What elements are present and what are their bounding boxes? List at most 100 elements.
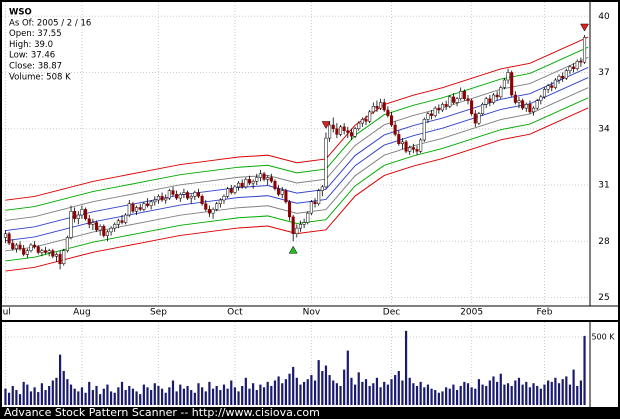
candle-body bbox=[528, 104, 532, 113]
candle-body bbox=[262, 173, 266, 180]
info-line: Close: 38.87 bbox=[9, 62, 62, 72]
volume-bar bbox=[190, 390, 193, 405]
info-line: As Of: 2005 / 2 / 16 bbox=[9, 18, 91, 28]
volume-bar bbox=[51, 380, 54, 405]
candle-body bbox=[124, 214, 128, 223]
candle-body bbox=[342, 126, 346, 131]
candle-body bbox=[542, 89, 547, 98]
volume-bar bbox=[270, 385, 273, 405]
volume-bar bbox=[22, 381, 25, 405]
volume-bar bbox=[583, 335, 586, 405]
volume-bar bbox=[306, 379, 309, 405]
candle-body bbox=[91, 222, 95, 225]
volume-bar bbox=[477, 379, 481, 405]
candle-body bbox=[564, 70, 568, 79]
volume-bar bbox=[514, 380, 517, 405]
candle-body bbox=[186, 192, 190, 199]
candle-body bbox=[379, 102, 383, 109]
candle-body bbox=[386, 109, 390, 116]
candle-body bbox=[353, 128, 357, 137]
volume-bar bbox=[150, 390, 153, 405]
volume-bar bbox=[58, 354, 62, 405]
volume-bar bbox=[353, 384, 357, 405]
volume-bar bbox=[510, 385, 513, 405]
volume-bar bbox=[521, 384, 524, 405]
candle-body bbox=[84, 209, 88, 219]
candle-body bbox=[200, 196, 204, 204]
volume-bar bbox=[69, 384, 73, 405]
candle-body bbox=[338, 126, 343, 135]
x-tick-label: Feb bbox=[537, 308, 553, 318]
volume-bar bbox=[226, 388, 229, 405]
candle-body bbox=[167, 190, 171, 199]
candle-body bbox=[222, 196, 226, 201]
candle-body bbox=[328, 124, 332, 139]
volume-bar bbox=[142, 384, 145, 405]
candle-body bbox=[284, 190, 288, 203]
volume-bar bbox=[168, 387, 171, 405]
candle-body bbox=[25, 250, 29, 255]
candle-body bbox=[215, 203, 219, 210]
volume-bar bbox=[95, 385, 98, 405]
volume-bar bbox=[73, 388, 76, 405]
y-tick-label: 40 bbox=[598, 12, 610, 22]
candle-body bbox=[553, 79, 557, 88]
candle-body bbox=[488, 98, 492, 103]
volume-bar bbox=[532, 383, 535, 405]
candle-body bbox=[473, 113, 477, 124]
volume-bar bbox=[368, 385, 371, 405]
candle-body bbox=[466, 98, 470, 101]
info-line: Volume: 508 K bbox=[9, 72, 71, 82]
candle-body bbox=[546, 85, 550, 90]
volume-bar bbox=[488, 380, 491, 405]
volume-bar bbox=[157, 385, 160, 405]
candle-body bbox=[451, 96, 455, 103]
volume-bar bbox=[40, 383, 43, 405]
candle-body bbox=[131, 203, 135, 212]
candle-body bbox=[393, 124, 397, 135]
candle-body bbox=[557, 76, 561, 81]
y-tick-label: 28 bbox=[598, 237, 610, 247]
volume-bar bbox=[284, 379, 287, 405]
volume-bar bbox=[37, 392, 40, 405]
volume-bar bbox=[335, 383, 338, 405]
candle-body bbox=[211, 209, 215, 214]
candle-body bbox=[364, 119, 368, 122]
volume-bar bbox=[525, 381, 528, 405]
volume-bar bbox=[372, 383, 375, 405]
volume-bar bbox=[292, 366, 295, 405]
volume-bar bbox=[324, 365, 328, 405]
volume-bar bbox=[299, 384, 302, 405]
candle-body bbox=[240, 182, 244, 188]
date-strip bbox=[2, 306, 618, 320]
volume-bar bbox=[386, 384, 389, 405]
candle-body bbox=[3, 233, 8, 238]
candle-body bbox=[346, 130, 350, 133]
volume-bar bbox=[528, 387, 532, 405]
volume-bar bbox=[215, 385, 218, 405]
candle-body bbox=[462, 91, 466, 99]
candle-body bbox=[116, 220, 120, 225]
volume-bar bbox=[364, 379, 368, 405]
volume-bar bbox=[244, 377, 247, 405]
volume-bar bbox=[8, 392, 11, 405]
volume-bar bbox=[259, 384, 262, 405]
volume-bar bbox=[252, 383, 255, 405]
candle-body bbox=[575, 61, 579, 69]
volume-bar bbox=[273, 380, 277, 405]
volume-bar bbox=[404, 330, 408, 405]
band-line bbox=[5, 77, 589, 242]
volume-bar bbox=[346, 350, 349, 405]
x-tick-label: Dec bbox=[383, 308, 400, 318]
volume-bar bbox=[539, 388, 542, 405]
volume-bar bbox=[543, 384, 546, 405]
volume-bar bbox=[106, 384, 109, 405]
volume-bar bbox=[466, 383, 470, 405]
candle-body bbox=[207, 209, 211, 214]
volume-bar bbox=[153, 383, 156, 405]
volume-bar bbox=[80, 387, 84, 405]
candle-body bbox=[317, 190, 321, 204]
volume-bar bbox=[204, 391, 207, 405]
candle-body bbox=[426, 113, 430, 120]
candle-body bbox=[182, 192, 186, 195]
